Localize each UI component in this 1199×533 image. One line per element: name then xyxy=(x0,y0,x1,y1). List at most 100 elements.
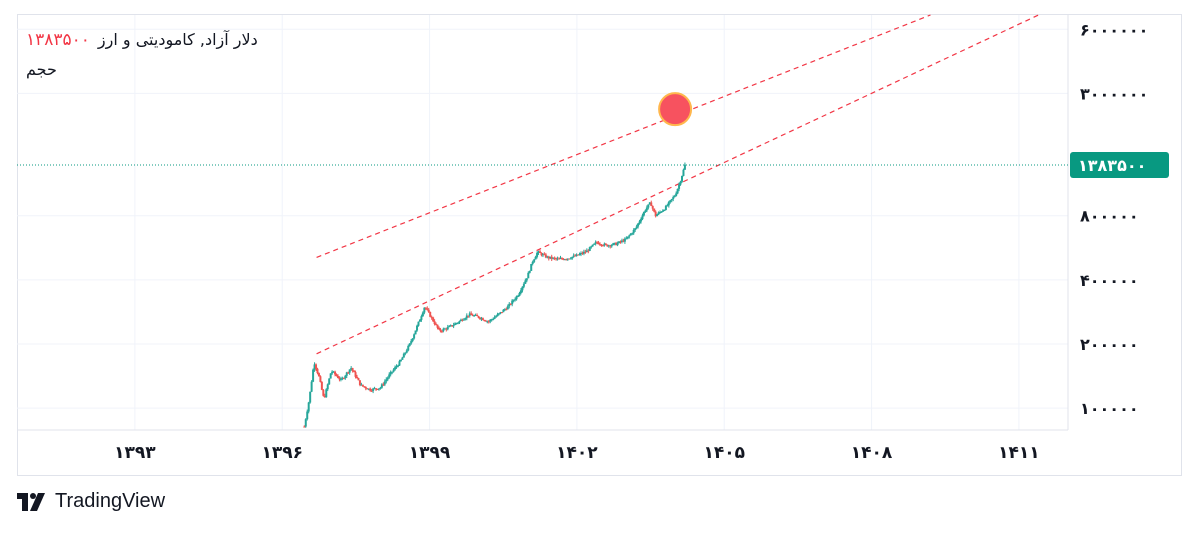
candle-body xyxy=(303,426,306,428)
candle-body xyxy=(500,312,503,314)
candle-body xyxy=(379,387,382,389)
candle-body xyxy=(512,300,515,302)
candle-body xyxy=(511,300,514,305)
candle-body xyxy=(339,378,342,380)
y-tick-label: ۴۰۰۰۰۰ xyxy=(1080,271,1139,290)
channel-lines xyxy=(316,14,1039,355)
candle-body xyxy=(483,320,486,322)
candle-body xyxy=(476,314,479,317)
candle-body xyxy=(328,378,331,385)
candle-body xyxy=(669,200,672,202)
candle-body xyxy=(481,318,484,321)
candle-body xyxy=(439,329,442,332)
legend-row: دلار آزاد, کامودیتی و ارز ۱۳۸۳۵۰۰ xyxy=(26,30,258,50)
candle-body xyxy=(651,206,654,209)
candle-body xyxy=(509,303,512,305)
candle-body xyxy=(376,388,379,390)
candle-body xyxy=(307,402,310,412)
candle-body xyxy=(395,366,398,368)
candle-body xyxy=(392,369,395,372)
candle-body xyxy=(478,317,481,319)
candle-body xyxy=(525,278,528,281)
candle-body xyxy=(503,309,506,311)
candle-body xyxy=(429,312,432,317)
candle-body xyxy=(341,378,344,380)
candle-body xyxy=(565,259,568,261)
candle-body xyxy=(543,254,546,256)
candle-body xyxy=(424,307,427,309)
candle-body xyxy=(411,338,414,342)
candle-body xyxy=(377,388,380,390)
candle-body xyxy=(667,201,670,206)
candle-body xyxy=(492,318,495,320)
candle-body xyxy=(642,212,645,216)
candle-body xyxy=(537,251,540,253)
candle-body xyxy=(470,313,473,315)
candle-body xyxy=(623,238,626,242)
candle-body xyxy=(544,254,547,258)
candle-body xyxy=(383,381,386,385)
candle-body xyxy=(407,345,410,351)
candle-body xyxy=(536,252,539,257)
candle-body xyxy=(506,306,509,310)
candle-body xyxy=(357,378,360,381)
candle-body xyxy=(657,212,660,215)
candle-body xyxy=(465,315,468,319)
candle-body xyxy=(401,357,404,360)
candle-body xyxy=(350,368,353,370)
candle-body xyxy=(594,242,597,244)
candle-body xyxy=(676,188,679,194)
candle-body xyxy=(396,365,399,367)
candle-body xyxy=(626,236,629,239)
tradingview-brand[interactable]: TradingView xyxy=(17,490,165,513)
x-tick-label: ۱۳۹۹ xyxy=(409,443,451,463)
candle-body xyxy=(680,175,683,182)
candle-body xyxy=(417,321,420,326)
candle-body xyxy=(342,378,345,380)
candle-body xyxy=(629,233,632,236)
candle-body xyxy=(361,384,364,387)
candle-body xyxy=(619,241,622,243)
candle-body xyxy=(663,209,666,211)
candle-body xyxy=(631,233,634,235)
candle-body xyxy=(562,258,565,260)
tradingview-logo-icon xyxy=(17,492,45,511)
candle-body xyxy=(550,256,553,259)
candle-body xyxy=(616,243,619,246)
brand-name: TradingView xyxy=(55,490,166,512)
candle-body xyxy=(398,361,401,366)
symbol-name[interactable]: دلار آزاد, کامودیتی و ارز xyxy=(97,30,258,49)
candle-body xyxy=(458,321,461,323)
candle-body xyxy=(304,419,307,427)
candle-body xyxy=(490,319,493,321)
candle-body xyxy=(332,371,335,373)
candle-body xyxy=(452,325,455,327)
candle-body xyxy=(661,210,664,212)
channel-line xyxy=(316,14,931,258)
candle-body xyxy=(640,219,643,222)
volume-label[interactable]: حجم xyxy=(26,60,57,79)
candle-body xyxy=(625,238,628,240)
candle-body xyxy=(449,325,452,327)
candle-body xyxy=(547,256,550,259)
candle-body xyxy=(316,368,319,374)
candle-body xyxy=(410,341,413,344)
candle-body xyxy=(572,255,575,257)
candle-body xyxy=(312,369,315,382)
x-tick-label: ۱۴۰۲ xyxy=(556,443,598,463)
candle-body xyxy=(632,229,635,234)
candle-body xyxy=(437,327,440,330)
candle-body xyxy=(329,373,332,379)
candle-body xyxy=(499,312,502,314)
candle-body xyxy=(519,290,522,293)
candle-body xyxy=(582,251,585,254)
candle-body xyxy=(399,359,402,362)
candle-body xyxy=(514,299,517,301)
candle-body xyxy=(670,199,673,201)
candle-body xyxy=(421,312,424,317)
candle-body xyxy=(600,244,603,246)
candle-body xyxy=(416,325,419,331)
candle-body xyxy=(335,374,338,376)
candle-body xyxy=(442,328,445,332)
